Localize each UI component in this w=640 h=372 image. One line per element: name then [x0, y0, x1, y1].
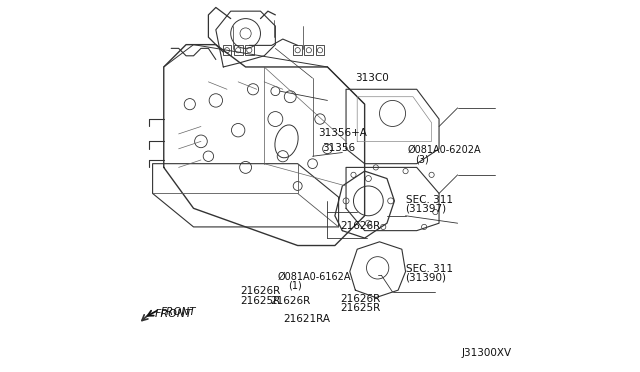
Text: FRONT: FRONT	[161, 307, 196, 317]
Bar	[305, 45, 314, 55]
Bar	[316, 45, 324, 55]
Text: 21626R: 21626R	[270, 296, 310, 306]
Text: 31356: 31356	[322, 143, 355, 153]
Bar	[293, 45, 302, 55]
Text: 21625R: 21625R	[340, 303, 381, 313]
Text: Ø081A0-6202A: Ø081A0-6202A	[408, 145, 481, 155]
Text: SEC. 311: SEC. 311	[406, 195, 452, 205]
Text: 31356+A: 31356+A	[318, 128, 367, 138]
Text: (31390): (31390)	[406, 273, 447, 283]
Text: (1): (1)	[289, 281, 302, 291]
Text: 21626R: 21626R	[340, 294, 381, 304]
Bar	[223, 45, 232, 55]
Text: J31300XV: J31300XV	[461, 348, 511, 358]
Text: (31397): (31397)	[406, 204, 447, 214]
Text: FRONT: FRONT	[154, 309, 193, 319]
Text: SEC. 311: SEC. 311	[406, 264, 452, 274]
Text: 21626R: 21626R	[240, 286, 280, 296]
Bar	[245, 45, 254, 55]
Text: (3): (3)	[415, 154, 429, 164]
Text: 21626R: 21626R	[340, 221, 381, 231]
Text: 313C0: 313C0	[355, 73, 389, 83]
Text: Ø081A0-6162A: Ø081A0-6162A	[277, 272, 351, 282]
Bar	[234, 45, 243, 55]
Text: 21625R: 21625R	[240, 296, 280, 306]
Text: 21621RA: 21621RA	[283, 314, 330, 324]
